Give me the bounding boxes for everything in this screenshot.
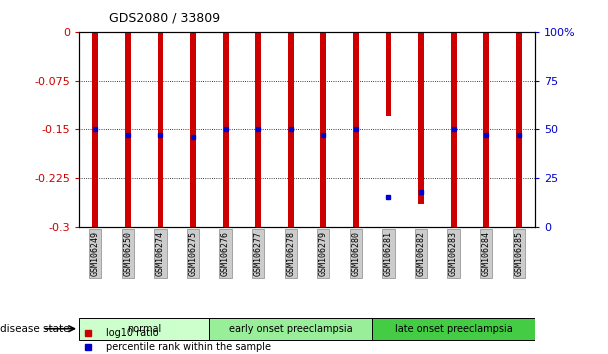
Text: GSM106274: GSM106274	[156, 231, 165, 276]
Text: disease state: disease state	[0, 324, 73, 334]
Text: GSM106250: GSM106250	[123, 231, 133, 276]
Bar	[157, 32, 164, 227]
Text: GSM106279: GSM106279	[319, 231, 328, 276]
Text: GSM106285: GSM106285	[514, 231, 523, 276]
Text: GSM106281: GSM106281	[384, 231, 393, 276]
Text: GSM106282: GSM106282	[416, 231, 426, 276]
Text: GSM106283: GSM106283	[449, 231, 458, 276]
Bar	[190, 32, 196, 227]
Bar	[288, 32, 294, 227]
Text: GSM106277: GSM106277	[254, 231, 263, 276]
Text: log10 ratio: log10 ratio	[106, 328, 159, 338]
Text: GSM106280: GSM106280	[351, 231, 361, 276]
Bar	[516, 32, 522, 227]
Text: late onset preeclampsia: late onset preeclampsia	[395, 324, 513, 334]
Bar	[79, 318, 209, 341]
Text: GSM106249: GSM106249	[91, 231, 100, 276]
Bar	[451, 32, 457, 227]
Bar	[320, 32, 326, 227]
Text: early onset preeclampsia: early onset preeclampsia	[229, 324, 353, 334]
Bar	[125, 32, 131, 227]
Bar	[255, 32, 261, 227]
Bar	[483, 32, 489, 227]
Text: normal: normal	[127, 324, 161, 334]
Bar	[223, 32, 229, 227]
Bar	[209, 318, 372, 341]
Bar	[418, 32, 424, 204]
Bar	[385, 32, 392, 116]
Text: GSM106278: GSM106278	[286, 231, 295, 276]
Bar	[92, 32, 98, 227]
Text: GDS2080 / 33809: GDS2080 / 33809	[109, 12, 221, 25]
Text: GSM106276: GSM106276	[221, 231, 230, 276]
Bar	[372, 318, 535, 341]
Text: GSM106284: GSM106284	[482, 231, 491, 276]
Text: percentile rank within the sample: percentile rank within the sample	[106, 342, 271, 352]
Bar	[353, 32, 359, 227]
Text: GSM106275: GSM106275	[188, 231, 198, 276]
